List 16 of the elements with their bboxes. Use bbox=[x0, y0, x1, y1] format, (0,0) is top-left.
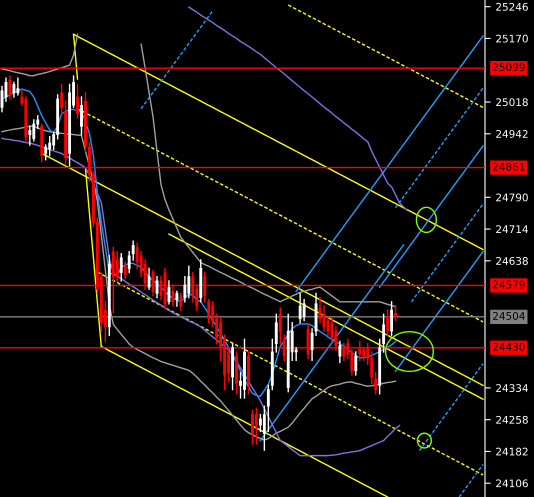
ref-line-label: 24861 bbox=[493, 162, 524, 171]
y-tick-label: 24334 bbox=[496, 384, 528, 392]
y-tick-label: 24106 bbox=[496, 479, 528, 488]
y-tick-label: 25170 bbox=[496, 34, 528, 43]
y-tick-label: 25018 bbox=[496, 98, 528, 106]
y-tick-label: 25246 bbox=[496, 2, 528, 11]
y-tick-label: 24790 bbox=[496, 194, 528, 202]
y-tick-label: 24258 bbox=[496, 416, 528, 424]
ref-line-label: 24430 bbox=[493, 342, 525, 351]
y-tick-label: 24182 bbox=[496, 448, 528, 456]
ref-line-label: 24579 bbox=[493, 280, 525, 289]
ref-line-label: 24504 bbox=[493, 312, 525, 320]
y-tick-label: 24714 bbox=[496, 225, 528, 234]
ref-line-label: 25099 bbox=[493, 63, 525, 72]
y-tick-label: 24942 bbox=[496, 130, 528, 138]
y-tick-label: 24638 bbox=[496, 257, 528, 265]
